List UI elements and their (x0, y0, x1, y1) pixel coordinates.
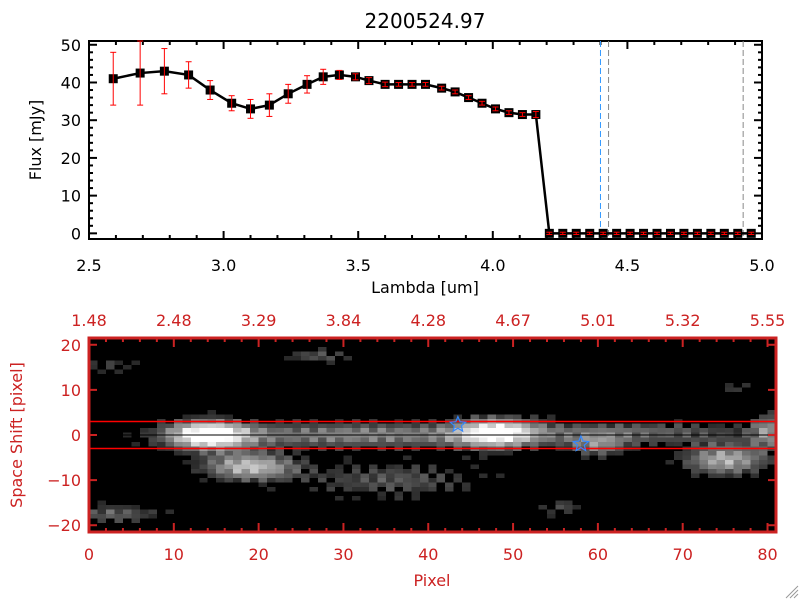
x-axis-label: Lambda [um] (371, 278, 479, 297)
x-tick-label: 5.0 (749, 256, 774, 275)
x-tick-label: 4.0 (480, 256, 505, 275)
chart-title: 2200524.97 (365, 9, 486, 33)
pixel-tick-label: 40 (418, 545, 438, 564)
y-tick-label: 20 (61, 336, 81, 355)
wavelength-tick-label: 2.48 (156, 311, 192, 330)
x-tick-label: 3.0 (211, 256, 236, 275)
pixel-tick-label: 60 (588, 545, 608, 564)
y-tick-label: 0 (71, 224, 81, 243)
y-tick-label: 0 (71, 426, 81, 445)
wavelength-tick-label: 4.28 (410, 311, 446, 330)
wavelength-tick-label: 5.32 (665, 311, 701, 330)
pixel-tick-label: 10 (164, 545, 184, 564)
pixel-tick-label: 80 (757, 545, 777, 564)
y-tick-label: 10 (61, 187, 81, 206)
x-tick-label: 3.5 (345, 256, 370, 275)
x-tick-label: 2.5 (76, 256, 101, 275)
y-tick-label: −10 (47, 471, 81, 490)
flux-line (112, 69, 752, 235)
y-tick-label: 40 (61, 73, 81, 92)
y-tick-label: 50 (61, 36, 81, 55)
y-axis-label: Space Shift [pixel] (7, 362, 26, 508)
pixel-tick-label: 20 (248, 545, 268, 564)
x-axis-label: Pixel (413, 571, 450, 590)
star-marker (448, 415, 468, 433)
wavelength-tick-label: 3.29 (241, 311, 277, 330)
x-tick-label: 4.5 (615, 256, 640, 275)
pixel-tick-label: 50 (503, 545, 523, 564)
star-marker (571, 434, 590, 452)
pixel-tick-label: 0 (84, 545, 94, 564)
y-tick-label: 30 (61, 111, 81, 130)
y-tick-label: 20 (61, 149, 81, 168)
y-tick-label: −20 (47, 516, 81, 535)
wavelength-tick-label: 5.55 (750, 311, 786, 330)
wavelength-tick-label: 3.84 (326, 311, 362, 330)
wavelength-tick-label: 5.01 (580, 311, 616, 330)
y-tick-label: 10 (61, 381, 81, 400)
pixel-tick-label: 30 (333, 545, 353, 564)
spectrum-plot-frame (88, 40, 763, 240)
wavelength-tick-label: 1.48 (71, 311, 107, 330)
wavelength-tick-label: 4.67 (495, 311, 531, 330)
resize-grip-icon (785, 585, 799, 599)
y-axis-label: Flux [mJy] (26, 100, 45, 181)
pixel-tick-label: 70 (673, 545, 693, 564)
